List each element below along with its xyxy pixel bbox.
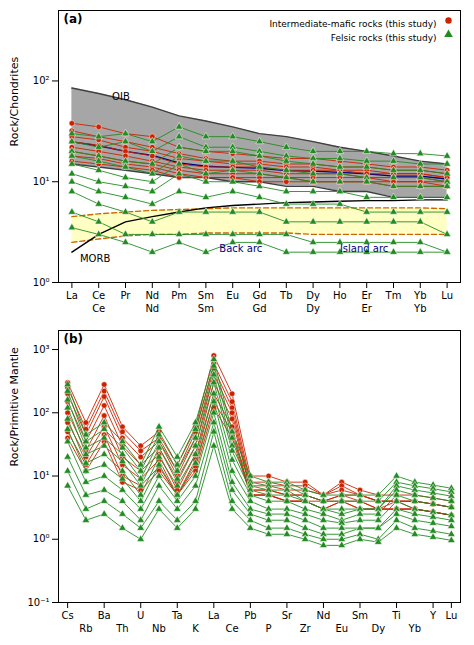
svg-text:Sr: Sr <box>282 610 293 621</box>
svg-text:La: La <box>208 610 220 621</box>
svg-text:10²: 10² <box>33 75 50 86</box>
svg-text:Nb: Nb <box>152 623 166 634</box>
svg-text:La: La <box>66 290 78 301</box>
svg-text:Nd: Nd <box>145 303 159 314</box>
svg-text:10³: 10³ <box>33 344 50 355</box>
svg-text:Er: Er <box>361 303 372 314</box>
svg-text:Eu: Eu <box>226 290 239 301</box>
svg-text:Ba: Ba <box>98 610 111 621</box>
svg-text:Pr: Pr <box>121 290 132 301</box>
svg-text:10¹: 10¹ <box>33 176 50 187</box>
svg-text:(b): (b) <box>64 332 84 346</box>
svg-text:Felsic rocks (this study): Felsic rocks (this study) <box>331 33 437 43</box>
svg-text:10⁻¹: 10⁻¹ <box>27 597 49 608</box>
svg-text:Ce: Ce <box>92 290 105 301</box>
svg-text:Nd: Nd <box>317 610 331 621</box>
svg-text:Yb: Yb <box>408 623 421 634</box>
svg-text:Sm: Sm <box>198 303 214 314</box>
svg-text:10¹: 10¹ <box>33 470 50 481</box>
svg-text:Dy: Dy <box>306 303 320 314</box>
svg-text:Gd: Gd <box>252 290 266 301</box>
svg-text:Yb: Yb <box>413 303 426 314</box>
svg-text:10²: 10² <box>33 407 50 418</box>
svg-text:10⁰: 10⁰ <box>33 277 50 288</box>
svg-text:Island arc: Island arc <box>340 243 388 254</box>
svg-text:Sm: Sm <box>198 290 214 301</box>
svg-text:Eu: Eu <box>335 623 348 634</box>
svg-text:MORB: MORB <box>80 253 110 264</box>
svg-text:Rock/Primitive Mantle: Rock/Primitive Mantle <box>8 347 21 467</box>
svg-text:Th: Th <box>115 623 128 634</box>
svg-text:Ce: Ce <box>92 303 105 314</box>
svg-text:Er: Er <box>361 290 372 301</box>
svg-text:Ta: Ta <box>171 610 183 621</box>
svg-text:Sm: Sm <box>352 610 368 621</box>
svg-text:Yb: Yb <box>413 290 426 301</box>
svg-text:Dy: Dy <box>306 290 320 301</box>
svg-text:Dy: Dy <box>371 623 385 634</box>
svg-text:10⁰: 10⁰ <box>33 533 50 544</box>
svg-text:Gd: Gd <box>252 303 266 314</box>
svg-text:Rock/Chondrites: Rock/Chondrites <box>8 57 21 147</box>
svg-text:OIB: OIB <box>112 91 130 102</box>
svg-text:Ho: Ho <box>333 290 347 301</box>
svg-text:Pb: Pb <box>244 610 256 621</box>
svg-text:Ti: Ti <box>391 610 401 621</box>
svg-text:Cs: Cs <box>62 610 74 621</box>
svg-text:(a): (a) <box>64 12 83 26</box>
svg-text:Ce: Ce <box>226 623 239 634</box>
svg-text:Lu: Lu <box>441 290 453 301</box>
svg-text:K: K <box>192 623 199 634</box>
svg-text:Tb: Tb <box>279 290 292 301</box>
svg-text:Tm: Tm <box>385 290 402 301</box>
svg-text:Nd: Nd <box>145 290 159 301</box>
svg-text:Intermediate-mafic rocks (this: Intermediate-mafic rocks (this study) <box>269 19 436 29</box>
svg-text:Lu: Lu <box>445 610 457 621</box>
svg-text:Rb: Rb <box>79 623 92 634</box>
svg-text:U: U <box>137 610 144 621</box>
svg-text:Pm: Pm <box>171 290 187 301</box>
svg-text:P: P <box>266 623 272 634</box>
svg-text:Zr: Zr <box>300 623 312 634</box>
svg-text:Y: Y <box>429 610 437 621</box>
svg-text:Back arc: Back arc <box>219 243 262 254</box>
